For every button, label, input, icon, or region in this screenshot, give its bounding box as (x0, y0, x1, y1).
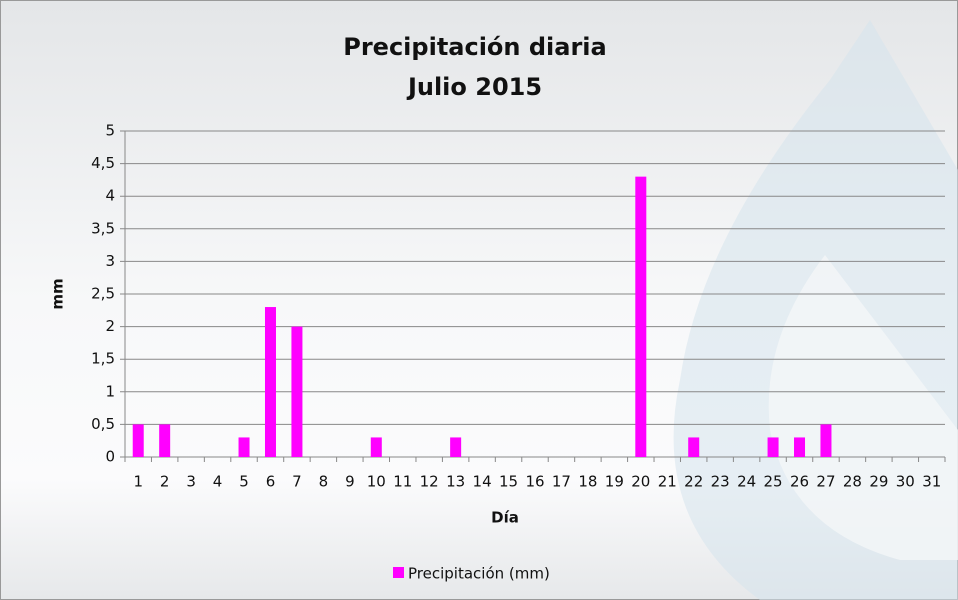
y-tick-label: 0,5 (91, 415, 115, 433)
x-tick-label: 3 (186, 473, 196, 491)
y-tick-label: 4 (105, 187, 115, 205)
bar (291, 326, 303, 457)
x-tick-label: 20 (631, 473, 650, 491)
x-tick-label: 9 (345, 473, 355, 491)
bar (450, 437, 462, 457)
x-tick-label: 25 (764, 473, 783, 491)
y-tick-label: 1,5 (91, 350, 115, 368)
x-tick-label: 23 (711, 473, 730, 491)
x-tick-label: 24 (737, 473, 756, 491)
x-tick-label: 10 (367, 473, 386, 491)
x-tick-label: 17 (552, 473, 571, 491)
x-tick-label: 13 (446, 473, 465, 491)
x-tick-label: 15 (499, 473, 518, 491)
bar (370, 437, 382, 457)
x-tick-label: 12 (420, 473, 439, 491)
x-tick-label: 30 (896, 473, 915, 491)
bar (688, 437, 700, 457)
y-axis-title: mm (49, 278, 67, 309)
chart-title: Precipitación diaria (343, 33, 606, 61)
y-tick-label: 3 (105, 252, 115, 270)
bar (264, 307, 276, 457)
bar (767, 437, 779, 457)
bar (794, 437, 806, 457)
legend-label: Precipitación (mm) (408, 565, 550, 583)
bar (820, 424, 832, 457)
x-tick-label: 27 (816, 473, 835, 491)
bar (159, 424, 171, 457)
x-tick-label: 22 (684, 473, 703, 491)
x-tick-label: 18 (578, 473, 597, 491)
x-tick-label: 1 (133, 473, 143, 491)
x-tick-label: 26 (790, 473, 809, 491)
legend-swatch (393, 567, 404, 578)
y-tick-label: 2 (105, 317, 115, 335)
bar (238, 437, 250, 457)
bar (635, 176, 647, 457)
x-tick-label: 19 (605, 473, 624, 491)
x-tick-label: 7 (292, 473, 302, 491)
x-tick-label: 5 (239, 473, 249, 491)
y-tick-label: 3,5 (91, 219, 115, 237)
x-tick-label: 2 (160, 473, 170, 491)
x-tick-label: 28 (843, 473, 862, 491)
bar (132, 424, 144, 457)
x-tick-label: 21 (658, 473, 677, 491)
y-tick-label: 4,5 (91, 154, 115, 172)
x-tick-label: 16 (525, 473, 544, 491)
y-tick-label: 0 (105, 448, 115, 466)
x-tick-label: 4 (213, 473, 223, 491)
x-tick-label: 14 (473, 473, 492, 491)
watermark-inner (768, 255, 958, 560)
x-tick-label: 31 (922, 473, 941, 491)
x-tick-label: 11 (393, 473, 412, 491)
y-tick-label: 2,5 (91, 285, 115, 303)
y-tick-label: 1 (105, 382, 115, 400)
x-tick-label: 8 (319, 473, 329, 491)
y-tick-label: 5 (105, 122, 115, 140)
x-axis-title: Día (491, 509, 519, 527)
chart-subtitle: Julio 2015 (406, 73, 542, 101)
x-tick-label: 29 (869, 473, 888, 491)
x-tick-label: 6 (266, 473, 276, 491)
